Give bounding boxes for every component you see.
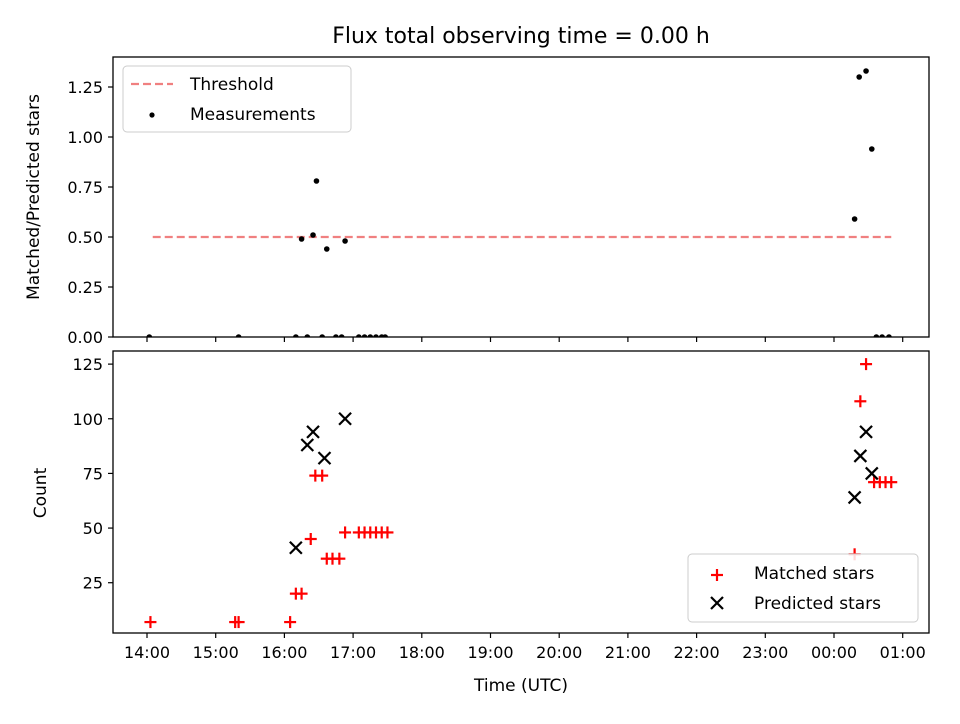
x-tick-label: 00:00 — [811, 643, 857, 662]
top-y-tick-label: 1.25 — [67, 78, 103, 97]
measurement-point — [361, 334, 368, 337]
measurement-point — [851, 216, 858, 222]
measurement-point — [298, 236, 305, 242]
legend-predicted-label: Predicted stars — [754, 594, 881, 614]
matched-star-point — [232, 616, 245, 629]
bottom-axes-frame — [112, 350, 930, 634]
matched-star-point — [144, 616, 157, 629]
top-data-layer — [146, 68, 892, 337]
measurement-point — [338, 334, 345, 337]
x-tick-label: 01:00 — [880, 643, 926, 662]
chart-title: Flux total observing time = 0.00 h — [332, 24, 710, 49]
measurement-point — [310, 232, 316, 238]
measurement-point — [235, 334, 242, 337]
bottom-y-axis-label: Count — [31, 467, 51, 518]
bottom-panel: Count Time (UTC) 14:00 15:00 16:00 17:00 18:… — [31, 350, 930, 696]
matched-star-point — [333, 552, 346, 565]
x-tick-label: 16:00 — [261, 643, 307, 662]
predicted-star-point — [847, 490, 862, 505]
x-axis-label: Time (UTC) — [473, 676, 568, 696]
bottom-data-layer — [144, 358, 898, 629]
top-plot-area: 0.00 0.25 0.50 0.75 1.00 1.25 — [67, 68, 904, 347]
legend-measurements-swatch — [149, 112, 155, 118]
predicted-star-point — [338, 411, 352, 426]
legend-matched-label: Matched stars — [754, 564, 874, 584]
predicted-star-point — [300, 438, 315, 452]
matched-star-point — [885, 476, 898, 489]
top-y-tick-label: 0.75 — [67, 178, 103, 197]
x-tick-label: 19:00 — [467, 643, 513, 662]
measurement-point — [323, 246, 330, 252]
x-tick-label: 23:00 — [742, 643, 788, 662]
matched-star-point — [316, 469, 329, 482]
measurement-point — [863, 68, 869, 74]
measurement-point — [868, 146, 875, 152]
measurement-point — [856, 74, 862, 80]
bottom-y-tick-label: 75 — [83, 464, 103, 483]
measurement-point — [382, 334, 388, 337]
bottom-y-tick-label: 25 — [83, 574, 103, 593]
top-y-tick-label: 0.00 — [67, 328, 103, 347]
matched-star-point — [304, 533, 317, 545]
top-y-tick-label: 1.00 — [67, 128, 103, 147]
top-y-tick-label: 0.25 — [67, 278, 103, 297]
bottom-y-tick-label: 50 — [83, 519, 103, 538]
matched-star-point — [284, 616, 297, 629]
measurement-point — [886, 334, 892, 337]
top-legend-box — [122, 65, 352, 133]
x-tick-label: 21:00 — [605, 643, 651, 662]
measurement-point — [873, 334, 880, 337]
bottom-plot-area: 14:00 15:00 16:00 17:00 18:00 19:00 20:00 21:00… — [72, 355, 925, 662]
x-tick-label: 15:00 — [193, 643, 239, 662]
measurement-point — [373, 334, 379, 337]
measurement-point — [304, 334, 311, 337]
top-panel: Flux total observing time = 0.00 h Match… — [24, 24, 930, 347]
predicted-star-point — [306, 425, 320, 439]
bottom-y-tick-label: 100 — [72, 410, 103, 429]
top-axes-frame — [112, 56, 930, 338]
x-tick-label: 20:00 — [536, 643, 582, 662]
x-tick-label: 14:00 — [124, 643, 170, 662]
measurement-point — [879, 334, 885, 337]
legend-threshold-label: Threshold — [189, 75, 274, 95]
x-tick-label: 22:00 — [674, 643, 720, 662]
measurement-point — [319, 334, 325, 337]
measurement-point — [333, 334, 339, 337]
measurement-point — [356, 334, 362, 337]
x-tick-label: 17:00 — [330, 643, 376, 662]
predicted-star-point — [865, 466, 879, 481]
matched-star-point — [381, 526, 394, 539]
measurement-point — [293, 334, 299, 337]
legend-predicted-swatch — [710, 596, 724, 610]
bottom-y-tick-label: 125 — [72, 355, 103, 374]
bottom-legend-box — [687, 553, 919, 623]
predicted-star-point — [859, 425, 873, 439]
predicted-star-point — [853, 449, 868, 463]
top-legend: Threshold Measurements — [122, 65, 352, 133]
measurement-point — [342, 238, 348, 244]
legend-measurements-label: Measurements — [190, 105, 316, 125]
measurement-point — [146, 334, 153, 337]
matched-star-point — [854, 395, 867, 408]
matched-star-point — [295, 587, 308, 600]
measurement-point — [367, 334, 374, 337]
bottom-legend: Matched stars Predicted stars — [687, 553, 919, 623]
measurement-point — [313, 178, 320, 184]
matched-star-point — [860, 358, 873, 371]
top-y-axis-label: Matched/Predicted stars — [24, 94, 44, 300]
legend-matched-swatch — [711, 569, 723, 581]
predicted-star-point — [317, 451, 332, 465]
matched-star-point — [339, 526, 352, 539]
top-y-tick-label: 0.50 — [67, 228, 103, 247]
x-tick-label: 18:00 — [399, 643, 445, 662]
predicted-star-point — [289, 540, 303, 555]
